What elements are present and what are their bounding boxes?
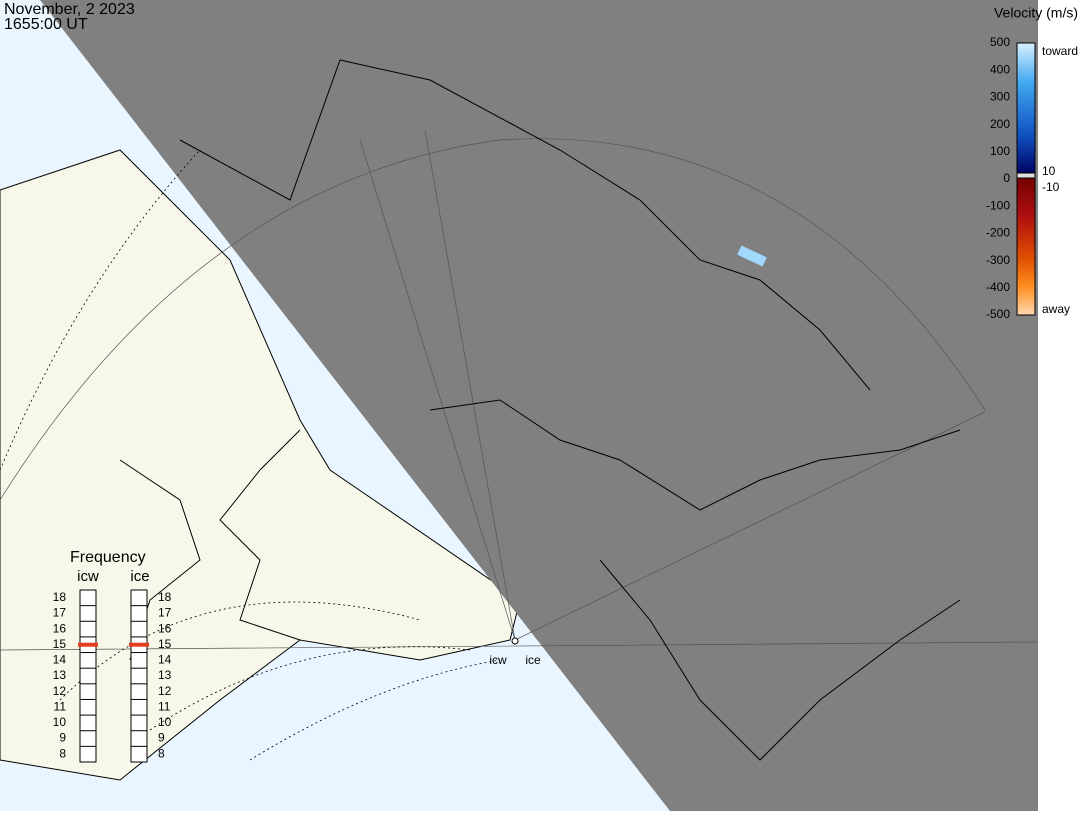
frequency-tick-label: 13 xyxy=(158,668,172,682)
site-label: icw xyxy=(489,653,507,667)
frequency-tick-label: 17 xyxy=(158,606,172,620)
frequency-tick-label: 10 xyxy=(53,715,67,729)
time: 1655:00 UT xyxy=(4,16,88,33)
frequency-marker xyxy=(129,642,149,647)
frequency-tick-label: 11 xyxy=(54,699,67,713)
velocity-tick-label: -400 xyxy=(986,280,1010,294)
frequency-tick-label: 17 xyxy=(53,606,67,620)
frequency-tick-label: 15 xyxy=(158,637,172,651)
frequency-marker xyxy=(78,642,98,647)
radar-site xyxy=(511,637,519,645)
velocity-tick-label: -200 xyxy=(986,226,1010,240)
frequency-tick-label: 16 xyxy=(53,621,67,635)
frequency-tick-label: 18 xyxy=(53,590,67,604)
velocity-tick-label: 100 xyxy=(990,144,1010,158)
radar-name: icw xyxy=(77,568,99,585)
scale-panel xyxy=(1038,0,1083,811)
toward-label: toward xyxy=(1042,44,1078,58)
frequency-tick-label: 18 xyxy=(158,590,172,604)
dotted-grid xyxy=(0,149,501,761)
frequency-tick-label: 10 xyxy=(158,715,172,729)
night-shade xyxy=(40,0,1038,811)
frequency-tick-label: 9 xyxy=(158,731,165,745)
lat-lon-grid xyxy=(0,138,1039,651)
frequency-tick-label: 11 xyxy=(158,699,171,713)
frequency-title: Frequency xyxy=(70,549,146,566)
colorbar-toward xyxy=(1016,42,1036,176)
frequency-tick-label: 9 xyxy=(59,731,66,745)
frequency-tick-label: 12 xyxy=(53,684,67,698)
date: November, 2 2023 xyxy=(4,1,135,18)
velocity-tick-label: 0 xyxy=(1003,171,1010,185)
radar-fov xyxy=(359,129,986,641)
frequency-tick-label: 15 xyxy=(53,637,67,651)
frequency-column xyxy=(79,589,97,763)
velocity-tick-label: 200 xyxy=(990,117,1010,131)
velocity-tick-label: 400 xyxy=(990,62,1010,76)
site-label: ice xyxy=(525,653,541,667)
frequency-tick-label: 16 xyxy=(158,621,172,635)
colorbar-zero xyxy=(1016,172,1036,179)
land xyxy=(0,149,521,781)
velocity-tick-label: 300 xyxy=(990,90,1010,104)
velocity-tick-label: 500 xyxy=(990,35,1010,49)
frequency-tick-label: 14 xyxy=(53,653,67,667)
velocity-tick-label: -100 xyxy=(986,198,1010,212)
near-zero-label: 10 xyxy=(1042,164,1056,178)
frequency-tick-label: 13 xyxy=(53,668,67,682)
frequency-column xyxy=(130,589,148,763)
frequency-tick-label: 14 xyxy=(158,653,172,667)
colorbar-away xyxy=(1016,174,1036,316)
velocity-title: Velocity (m/s) xyxy=(994,5,1078,21)
velocity-tick-label: -500 xyxy=(986,307,1010,321)
frequency-tick-label: 8 xyxy=(158,746,165,760)
away-label: away xyxy=(1042,302,1070,316)
frequency-tick-label: 12 xyxy=(158,684,172,698)
radar-name: ice xyxy=(130,568,149,585)
echo-patch xyxy=(737,245,767,267)
frequency-tick-label: 8 xyxy=(59,746,66,760)
velocity-tick-label: -300 xyxy=(986,253,1010,267)
coastline xyxy=(119,59,961,761)
near-zero-label: -10 xyxy=(1042,180,1060,194)
